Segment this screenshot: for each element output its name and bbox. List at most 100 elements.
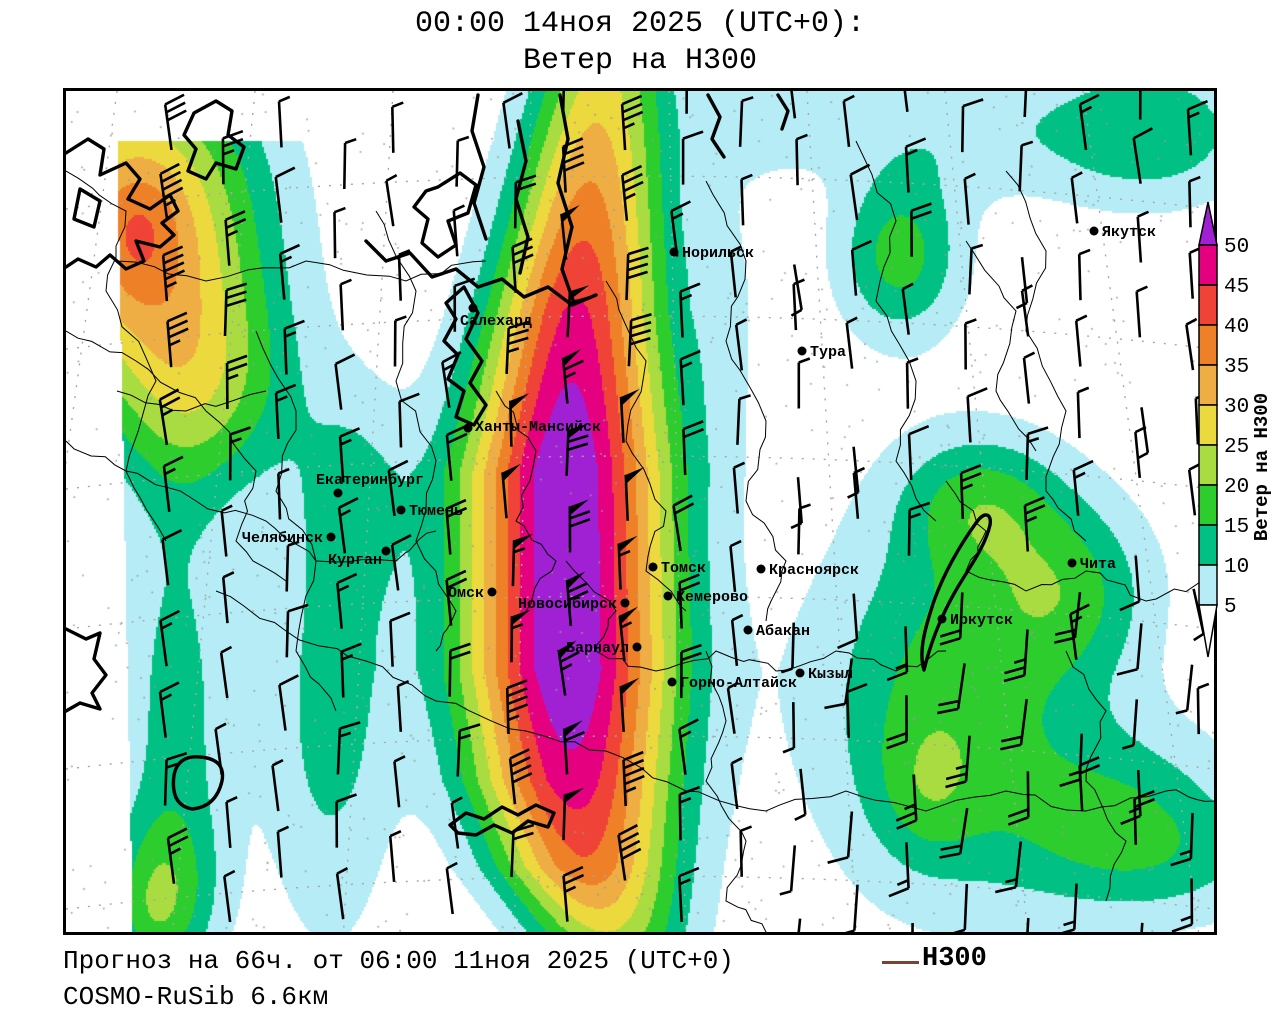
wind-barb	[158, 681, 180, 738]
city-label: Челябинск	[242, 530, 323, 547]
city-dot	[381, 546, 391, 556]
wind-barb	[1059, 733, 1083, 788]
wind-barb	[511, 237, 534, 293]
wind-barb	[445, 861, 458, 915]
wind-barb	[790, 264, 803, 317]
coast-ob-mouth	[442, 285, 488, 427]
wind-barb	[622, 750, 645, 807]
wind-barb	[904, 137, 927, 193]
wind-barb	[277, 467, 290, 520]
wind-barb	[566, 285, 591, 338]
city-label: Салехард	[460, 313, 532, 330]
boundary-line	[1065, 650, 1127, 902]
lake-baikal	[920, 513, 992, 672]
colorbar-arrow-top	[1198, 201, 1218, 246]
wind-barb	[285, 540, 300, 592]
wind-barb	[221, 571, 235, 624]
wind-barb	[1015, 257, 1029, 310]
colorbar-legend: 50 45 40 35 30 25 20 15 10 5 Ветер на H300	[1198, 201, 1273, 658]
h300-legend-line	[882, 961, 919, 964]
wind-barb	[726, 681, 739, 734]
wind-barb	[389, 611, 411, 667]
wind-barb	[852, 466, 866, 519]
parallel-line	[66, 175, 1214, 210]
boundary-line	[565, 560, 947, 672]
colorbar-segments	[1198, 201, 1218, 658]
wind-barb	[557, 640, 580, 696]
wind-barb	[225, 795, 238, 849]
boundary-line	[705, 180, 787, 622]
city-dot	[463, 423, 473, 433]
wind-barb	[679, 643, 702, 699]
wind-barb	[1000, 698, 1028, 751]
boundary-line	[375, 210, 457, 652]
wind-barb	[627, 312, 652, 367]
wind-barb	[335, 867, 349, 920]
wind-barb	[456, 723, 481, 777]
wind-barb	[625, 246, 649, 301]
wind-barb	[565, 571, 589, 627]
admin-boundaries	[66, 140, 1214, 932]
city-dot	[756, 564, 766, 574]
colorbar-tick-label: 45	[1224, 276, 1249, 299]
wind-barb	[274, 166, 296, 223]
wind-barb	[1196, 682, 1210, 735]
wind-barb	[1135, 285, 1148, 338]
wind-barb	[277, 95, 291, 148]
boundary-line	[116, 390, 267, 412]
wind-barb	[1018, 140, 1034, 192]
wind-barb	[334, 353, 356, 410]
wind-barb	[842, 94, 855, 147]
wind-barb	[510, 823, 535, 878]
wind-barb	[225, 354, 248, 410]
parallel-line	[66, 595, 1214, 630]
wind-barb	[1069, 603, 1090, 660]
lake-west-edge	[66, 627, 108, 713]
colorbar-segment	[1198, 524, 1218, 566]
wind-barb	[619, 677, 640, 732]
wind-barb	[729, 539, 742, 593]
wind-barb	[1188, 175, 1201, 228]
wind-barb	[1119, 555, 1141, 612]
wind-barb	[278, 243, 301, 300]
wind-barb	[568, 499, 591, 553]
wind-barb	[161, 529, 183, 586]
wind-barb	[994, 841, 1023, 894]
wind-barb	[441, 351, 462, 408]
wind-barb	[274, 383, 297, 439]
wind-barb	[1077, 248, 1091, 301]
wind-barb	[895, 774, 918, 830]
h300-legend-label: H300	[922, 944, 987, 974]
wind-barb	[678, 718, 699, 775]
wind-barb	[782, 702, 796, 754]
boundary-line	[495, 390, 557, 612]
map-frame: Норильск Тура Якутск Салехард Ханты-Мансийск…	[63, 88, 1217, 935]
wind-barb	[959, 464, 982, 520]
wind-barb	[455, 135, 470, 187]
wind-barb	[888, 842, 910, 898]
title-parameter: Ветер на H300	[522, 44, 758, 78]
wind-barb	[963, 172, 976, 225]
wind-barb	[968, 243, 984, 295]
wind-barb	[388, 829, 402, 883]
wind-barb	[1175, 664, 1194, 715]
coast-white-sea	[66, 137, 180, 271]
wind-barb	[159, 162, 184, 220]
wind-barb	[732, 461, 746, 514]
colorbar-segment	[1198, 284, 1218, 326]
wind-barb	[678, 785, 701, 841]
wind-barb	[730, 613, 744, 667]
city-dot	[487, 587, 497, 597]
coast-kanin-peninsula	[182, 99, 246, 181]
wind-barb	[624, 467, 645, 521]
wind-barb	[1078, 93, 1100, 151]
wind-barb	[964, 318, 977, 370]
wind-barb	[736, 394, 751, 445]
wind-barb	[393, 755, 406, 808]
wind-barb	[1054, 591, 1082, 644]
wind-barb	[794, 768, 807, 821]
wind-barb	[679, 349, 701, 406]
wind-barb	[682, 420, 704, 476]
wind-barb	[505, 679, 529, 735]
wind-barb	[944, 883, 969, 932]
